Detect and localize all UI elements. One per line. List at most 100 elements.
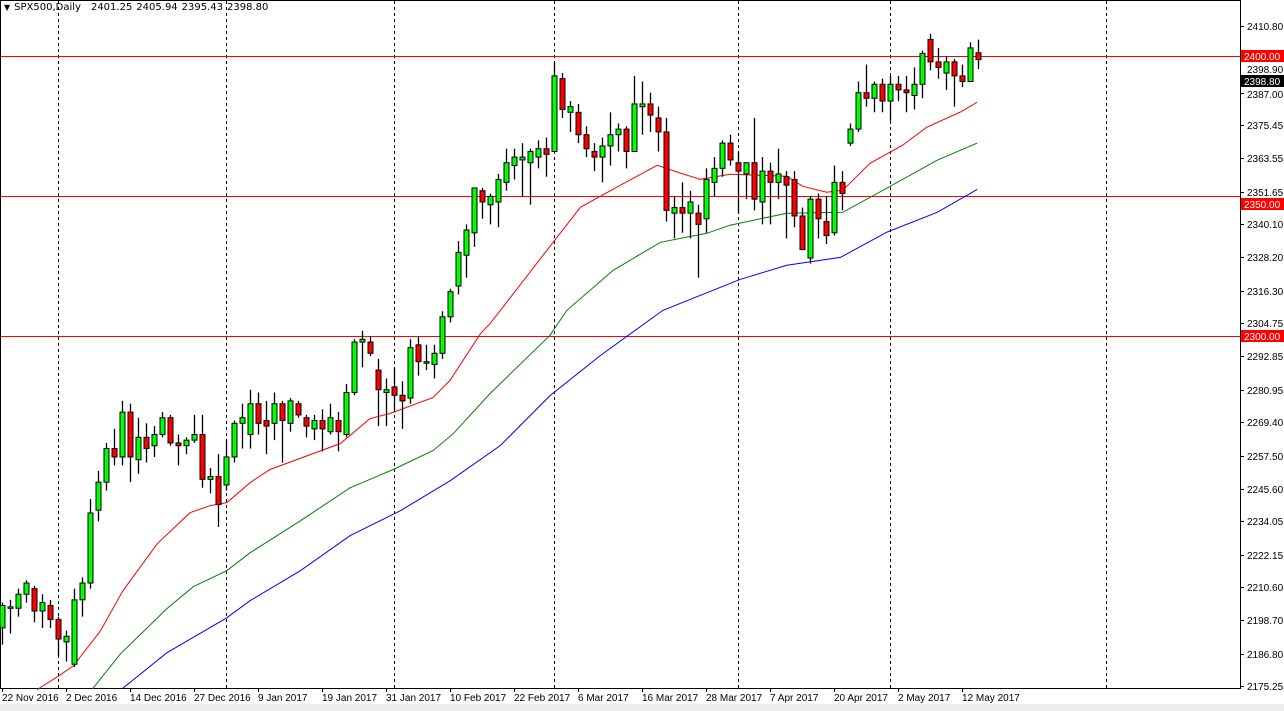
candle: [975, 39, 982, 70]
candle: [0, 602, 6, 645]
x-tick-label: 2 Dec 2016: [66, 693, 118, 704]
candle: [759, 157, 766, 225]
candle-body: [311, 420, 318, 430]
candle: [111, 428, 118, 466]
candle-body: [951, 61, 958, 77]
candle: [951, 59, 958, 107]
candle: [855, 81, 862, 132]
current-price-label: 2398.80: [1244, 77, 1281, 88]
horizontal-levels[interactable]: [1, 56, 1240, 337]
candle: [391, 367, 398, 413]
candle-body: [719, 142, 726, 169]
y-tick-label: 2316.30: [1247, 287, 1284, 298]
candle: [463, 224, 470, 278]
candle: [687, 190, 694, 239]
candle-body: [823, 221, 830, 237]
candle-body: [31, 588, 38, 612]
candle: [735, 151, 742, 214]
x-tick-label: 31 Jan 2017: [386, 693, 441, 704]
candle: [199, 414, 206, 488]
candle-body: [815, 198, 822, 220]
candle: [135, 417, 142, 474]
collapse-triangle-icon[interactable]: ▼: [4, 3, 11, 12]
ohlc-high: 2405.94: [136, 2, 178, 13]
candle-body: [79, 582, 86, 601]
candle: [615, 123, 622, 152]
price-axis[interactable]: 2410.80 2398.90 2387.00 2375.45 2363.55 2351.…: [1241, 22, 1284, 693]
candle: [583, 126, 590, 158]
candle: [311, 414, 318, 441]
candle-body: [847, 128, 854, 144]
candle-body: [7, 606, 14, 609]
candle-body: [631, 103, 638, 153]
candle: [71, 588, 78, 668]
x-tick-label: 9 Jan 2017: [258, 693, 308, 704]
candle: [295, 400, 302, 418]
y-tick-label: 2269.40: [1247, 418, 1284, 429]
candle-body: [647, 103, 654, 116]
candle: [31, 585, 38, 623]
candle-body: [887, 83, 894, 102]
candle: [535, 140, 542, 169]
candle-body: [215, 476, 222, 506]
level-price-tag: [1241, 50, 1284, 62]
candle: [623, 126, 630, 169]
candle: [903, 75, 910, 113]
candle: [63, 630, 70, 662]
plot-frame: [0, 0, 1241, 689]
candle-body: [687, 201, 694, 214]
candle-body: [783, 176, 790, 186]
candle: [335, 412, 342, 452]
candle: [655, 106, 662, 152]
candle-body: [567, 106, 574, 113]
candle: [647, 92, 654, 132]
candle: [823, 196, 830, 244]
ohlc-open: 2401.25: [90, 2, 133, 13]
candle: [151, 426, 158, 457]
price-tags: 2400.00 2398.80 2350.00 2300.00: [1241, 50, 1284, 343]
y-tick-label: 2186.80: [1247, 650, 1284, 661]
candle: [703, 168, 710, 233]
level-price-label: 2300.00: [1244, 332, 1281, 343]
candle-body: [551, 75, 558, 153]
candle-body: [711, 167, 718, 183]
candle-body: [471, 187, 478, 234]
candle-body: [279, 403, 286, 422]
candle: [551, 61, 558, 153]
candle-body: [831, 181, 838, 234]
candle: [279, 400, 286, 463]
candle: [679, 182, 686, 233]
candle-body: [639, 103, 646, 108]
candle-body: [871, 83, 878, 99]
candle-body: [727, 142, 734, 161]
y-tick-label: 2257.50: [1247, 452, 1284, 463]
candle: [399, 381, 406, 429]
candle-body: [399, 394, 406, 402]
candle-body: [735, 162, 742, 172]
candle-body: [607, 134, 614, 147]
candle: [815, 193, 822, 239]
candle: [119, 400, 126, 466]
candle: [527, 148, 534, 205]
candle: [327, 403, 334, 435]
candle: [247, 389, 254, 449]
candle: [639, 81, 646, 135]
chart-header: ▼ SPX500,Daily 2401.25 2405.94 2395.43 2…: [4, 2, 268, 13]
candle-body: [95, 481, 102, 511]
candle: [887, 75, 894, 121]
candle: [487, 193, 494, 225]
candle-body: [919, 52, 926, 85]
y-tick-label: 2198.70: [1247, 616, 1284, 627]
candle-body: [375, 369, 382, 391]
time-axis[interactable]: 22 Nov 2016 2 Dec 2016 14 Dec 2016 27 Dec 2…: [2, 688, 1020, 704]
candle-body: [623, 128, 630, 153]
candle-body: [431, 352, 438, 365]
x-tick-label: 2 May 2017: [898, 693, 951, 704]
candle-body: [415, 344, 422, 363]
candle: [431, 344, 438, 379]
candle: [175, 434, 182, 466]
candle-body: [495, 179, 502, 203]
candle: [479, 187, 486, 219]
candle-body: [743, 162, 750, 175]
